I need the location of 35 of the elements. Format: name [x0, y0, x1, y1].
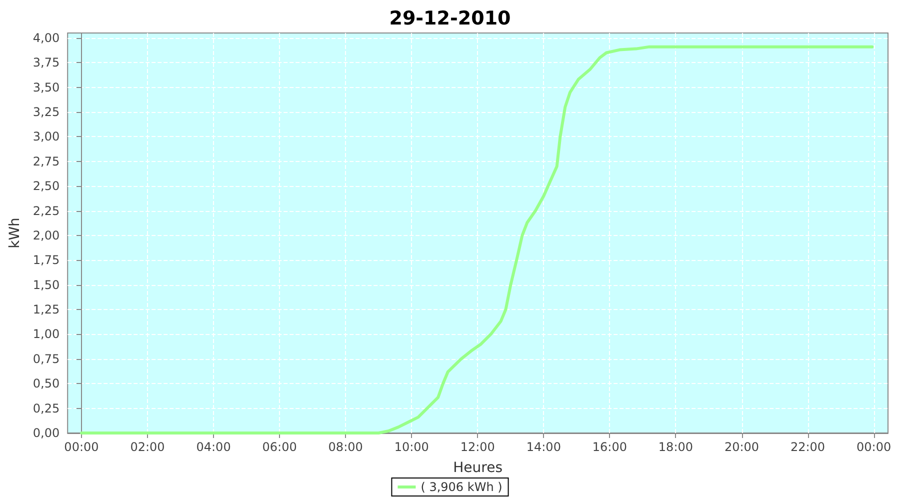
x-tick-label: 14:00	[526, 440, 561, 454]
y-tick-label: 1,75	[32, 253, 60, 268]
y-tick-label: 0,25	[32, 401, 60, 416]
y-tick-label: 0,00	[32, 426, 60, 440]
x-tick-label: 18:00	[658, 440, 694, 454]
y-axis-title: kWh	[7, 218, 23, 248]
y-tick-label: 3,25	[32, 105, 60, 120]
line-series	[80, 45, 874, 434]
y-tick-label: 3,00	[32, 130, 60, 144]
x-axis-title: Heures	[453, 460, 502, 476]
y-tick-label: 2,25	[32, 204, 60, 218]
x-tick-label: 02:00	[130, 440, 165, 454]
x-tick-label: 20:00	[724, 440, 760, 454]
y-tick-label: 4,00	[32, 30, 60, 45]
y-tick-label: 2,00	[32, 228, 60, 242]
x-tick-label: 06:00	[262, 440, 297, 454]
y-tick-label: 3,75	[32, 56, 60, 70]
chart-title: 29-12-2010	[389, 8, 511, 30]
x-tick-label: 04:00	[196, 440, 231, 454]
x-tick-label: 00:00	[856, 440, 892, 454]
x-tick-label: 12:00	[460, 440, 495, 454]
x-tick-label: 10:00	[394, 440, 429, 454]
x-tick-label: 00:00	[64, 440, 99, 454]
y-tick-label: 3,50	[32, 80, 60, 94]
y-tick-label: 1,00	[32, 327, 60, 342]
y-tick-label: 1,50	[32, 278, 60, 292]
x-tick-label: 16:00	[592, 440, 627, 454]
y-tick-label: 0,50	[32, 376, 60, 391]
y-tick-label: 0,75	[32, 352, 60, 366]
y-tick-label: 2,50	[32, 179, 60, 194]
legend-label: ( 3,906 kWh )	[420, 480, 502, 494]
y-tick-label: 1,25	[32, 302, 60, 317]
x-tick-label: 08:00	[328, 440, 363, 454]
y-tick-label: 2,75	[32, 154, 60, 168]
x-tick-label: 22:00	[790, 440, 826, 454]
